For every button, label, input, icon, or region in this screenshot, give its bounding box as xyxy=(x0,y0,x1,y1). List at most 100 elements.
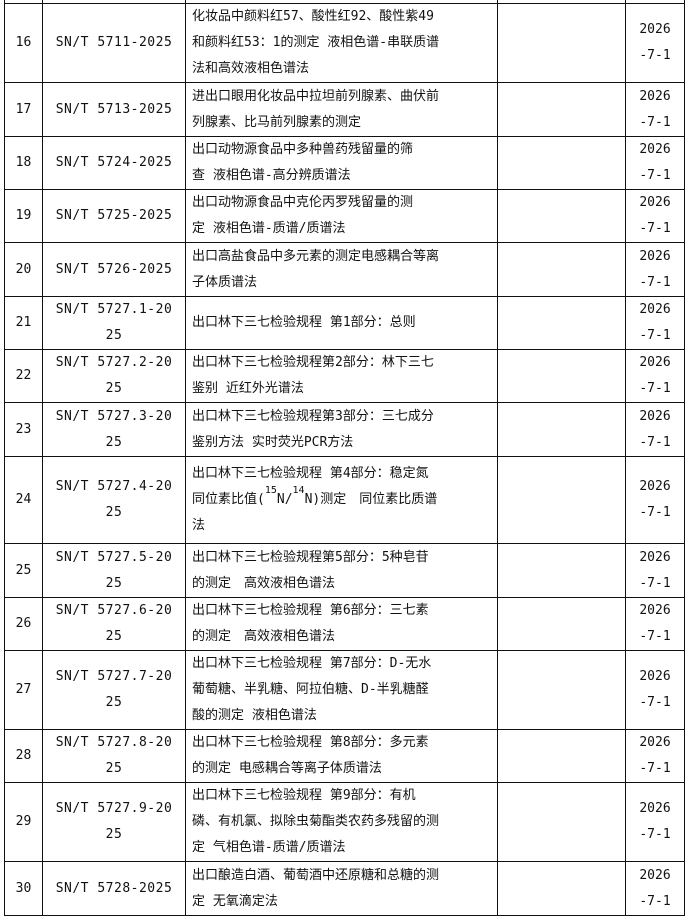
table-row: 19 SN/T 5725-2025 出口动物源食品中克伦丙罗残留量的测定 液相色谱-… xyxy=(4,189,685,243)
effective-date-line: -7-1 xyxy=(639,274,671,290)
standard-name-cell: 进出口眼用化妆品中拉坦前列腺素、曲伏前 列腺素、比马前列腺素的测定 xyxy=(185,82,498,137)
effective-date-line: 2026 xyxy=(639,355,671,370)
standard-name-line: 定 气相色谱-质谱/质谱法 xyxy=(192,840,346,855)
row-number-cell: 25 xyxy=(4,543,43,598)
standard-code-line: SN/T 5727.8-20 xyxy=(55,735,173,750)
standard-name-line: 出口林下三七检验规程第3部分：三七成分 xyxy=(192,408,434,424)
standard-name-line: 出口林下三七检验规程 第4部分：稳定氮 xyxy=(192,466,429,481)
standard-name-cell: 出口动物源食品中多种兽药残留量的筛查 液相色谱-高分辨质谱法 xyxy=(185,136,498,190)
standard-code-line: 25 xyxy=(105,434,123,450)
remark-cell xyxy=(497,729,626,783)
standard-name-cell: 出口林下三七检验规程 第8部分：多元素 的测定 电感耦合等离子体质谱法 xyxy=(185,729,498,783)
effective-date-line: -7-1 xyxy=(639,434,671,450)
standard-name-line: 法和高效液相色谱法 xyxy=(192,61,310,76)
standard-code-line: 25 xyxy=(105,575,123,591)
row-number: 16 xyxy=(15,35,32,50)
standard-name-line: 列腺素、比马前列腺素的测定 xyxy=(192,114,362,130)
table-row: 20 SN/T 5726-2025 出口高盐食品中多元素的测定电感耦合等离 子体质谱法… xyxy=(4,242,685,297)
standard-name-line: 出口林下三七检验规程 第7部分：D-无水 xyxy=(192,656,432,671)
name-text-segment: N/ xyxy=(276,492,293,507)
standard-name-line: 葡萄糖、半乳糖、阿拉伯糖、D-半乳糖醛 xyxy=(192,682,429,697)
table-row: 17 SN/T 5713-2025 进出口眼用化妆品中拉坦前列腺素、曲伏前 列腺素、比… xyxy=(4,82,685,137)
effective-date-line: -7-1 xyxy=(639,505,671,520)
row-number-cell: 30 xyxy=(4,861,43,916)
standard-code-line: SN/T 5728-2025 xyxy=(55,880,173,896)
table-row: 25 SN/T 5727.5-20 25 出口林下三七检验规程第5部分：5种皂苷 的测定… xyxy=(4,543,685,598)
standard-name-line: 化妆品中颜料红57、酸性红92、酸性紫49 xyxy=(192,9,434,24)
standard-code-cell: SN/T 5727.9-20 25 xyxy=(42,782,186,862)
row-number-cell: 17 xyxy=(4,82,43,137)
standard-code-cell: SN/T 5727.6-20 25 xyxy=(42,597,186,651)
table-row: 21 SN/T 5727.1-20 25 出口林下三七检验规程 第1部分：总则 2026… xyxy=(4,296,685,350)
standard-code-cell: SN/T 5727.1-20 25 xyxy=(42,296,186,350)
row-number-cell: 21 xyxy=(4,296,43,350)
standard-code-line: 25 xyxy=(105,505,123,520)
effective-date-cell: 2026 -7-1 xyxy=(625,543,685,598)
remark-cell xyxy=(497,782,626,862)
table-body: 16 SN/T 5711-2025 化妆品中颜料红57、酸性红92、酸性紫49 和颜料… xyxy=(4,0,685,916)
standard-code-line: SN/T 5727.3-20 xyxy=(55,408,173,424)
row-number-cell: 24 xyxy=(4,456,43,544)
row-number: 21 xyxy=(15,315,32,330)
table-row: 30 SN/T 5728-2025 出口酿造白酒、葡萄酒中还原糖和总糖的测定 无氧滴… xyxy=(4,861,685,916)
standard-name-cell: 出口林下三七检验规程 第4部分：稳定氮同位素比值(15N/14N)测定 同位素比… xyxy=(185,456,498,544)
standard-code-cell: SN/T 5724-2025 xyxy=(42,136,186,190)
standard-name-cell: 出口酿造白酒、葡萄酒中还原糖和总糖的测定 无氧滴定法 xyxy=(185,861,498,916)
standard-name-line: 出口林下三七检验规程第2部分：林下三七 xyxy=(192,355,434,370)
standard-code-line: SN/T 5713-2025 xyxy=(55,101,173,117)
row-number: 22 xyxy=(15,368,32,383)
standard-code-line: SN/T 5726-2025 xyxy=(55,261,173,277)
standard-name-line: 进出口眼用化妆品中拉坦前列腺素、曲伏前 xyxy=(192,88,440,104)
standard-code-line: SN/T 5711-2025 xyxy=(55,35,173,50)
standard-code-line: 25 xyxy=(105,761,123,776)
effective-date-line: -7-1 xyxy=(639,221,671,236)
row-number: 24 xyxy=(15,492,32,507)
effective-date-line: 2026 xyxy=(639,22,671,37)
effective-date-line: 2026 xyxy=(639,195,671,210)
row-number-cell: 23 xyxy=(4,402,43,457)
standard-name-line: 酸的测定 液相色谱法 xyxy=(192,708,317,723)
standard-code-line: 25 xyxy=(105,328,123,343)
remark-cell xyxy=(497,650,626,730)
table-row: 18 SN/T 5724-2025 出口动物源食品中多种兽药残留量的筛查 液相色谱-… xyxy=(4,136,685,190)
remark-cell xyxy=(497,296,626,350)
row-number-cell: 27 xyxy=(4,650,43,730)
row-number: 18 xyxy=(15,155,32,170)
standard-code-cell: SN/T 5711-2025 xyxy=(42,3,186,83)
effective-date-line: 2026 xyxy=(639,88,671,104)
effective-date-cell: 2026 -7-1 xyxy=(625,597,685,651)
row-number-cell: 16 xyxy=(4,3,43,83)
effective-date-line: 2026 xyxy=(639,669,671,684)
remark-cell xyxy=(497,82,626,137)
standard-code-line: SN/T 5727.4-20 xyxy=(55,479,173,494)
standard-name-line: 定 无氧滴定法 xyxy=(192,893,278,909)
table-row: 22 SN/T 5727.2-20 25 出口林下三七检验规程第2部分：林下三七 鉴别 … xyxy=(4,349,685,403)
effective-date-line: 2026 xyxy=(639,142,671,157)
effective-date-line: -7-1 xyxy=(639,328,671,343)
standard-name-line: 同位素比值(15N/14N)测定 同位素比质谱 xyxy=(192,485,497,513)
row-number: 19 xyxy=(15,208,32,223)
standard-name-line: 鉴别方法 实时荧光PCR方法 xyxy=(192,434,354,450)
standard-code-line: SN/T 5727.6-20 xyxy=(55,603,173,618)
standard-name-line: 出口林下三七检验规程 第1部分：总则 xyxy=(192,315,416,330)
effective-date-line: 2026 xyxy=(639,248,671,264)
effective-date-line: -7-1 xyxy=(639,48,671,63)
standard-name-cell: 出口高盐食品中多元素的测定电感耦合等离 子体质谱法 xyxy=(185,242,498,297)
isotope-superscript: 14 xyxy=(292,485,305,496)
standard-name-line: 子体质谱法 xyxy=(192,274,258,290)
effective-date-line: 2026 xyxy=(639,735,671,750)
standard-name-cell: 出口林下三七检验规程第3部分：三七成分 鉴别方法 实时荧光PCR方法 xyxy=(185,402,498,457)
standard-code-line: SN/T 5727.9-20 xyxy=(55,801,173,816)
row-number: 29 xyxy=(15,814,32,829)
standard-name-cell: 出口林下三七检验规程 第6部分：三七素 的测定 高效液相色谱法 xyxy=(185,597,498,651)
standard-code-cell: SN/T 5725-2025 xyxy=(42,189,186,243)
row-number: 25 xyxy=(15,562,32,578)
standard-code-line: SN/T 5727.2-20 xyxy=(55,355,173,370)
remark-cell xyxy=(497,456,626,544)
standard-name-line: 定 液相色谱-质谱/质谱法 xyxy=(192,221,346,236)
effective-date-line: 2026 xyxy=(639,603,671,618)
standard-name-line: 法 xyxy=(192,518,206,533)
standard-name-line: 出口动物源食品中多种兽药残留量的筛 xyxy=(192,142,414,157)
standard-name-line: 出口林下三七检验规程第5部分：5种皂苷 xyxy=(192,549,429,565)
row-number: 26 xyxy=(15,616,32,631)
